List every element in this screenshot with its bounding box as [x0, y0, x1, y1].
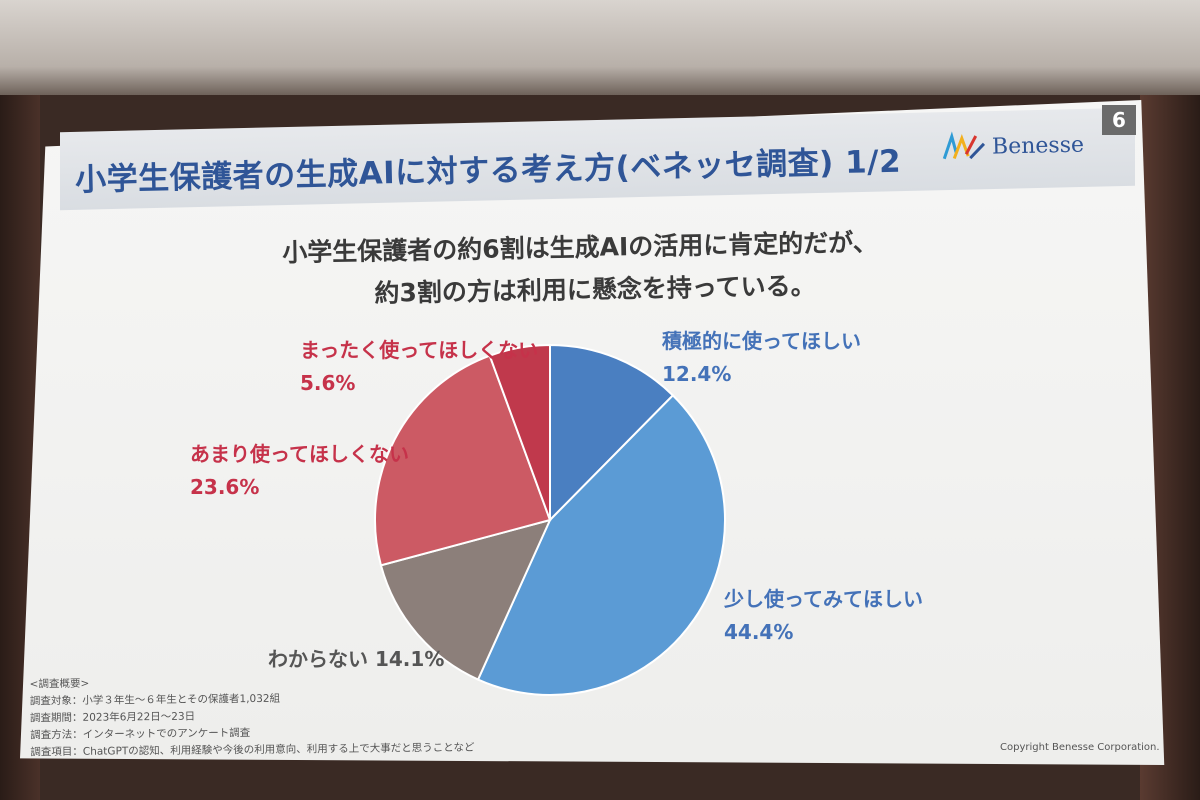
slice-label-3-value: 14.1% — [374, 647, 445, 671]
slice-label-3: わからない 14.1% — [268, 643, 444, 672]
pie-slice-2 — [476, 393, 726, 696]
slice-label-1: 積極的に使ってほしい 12.4% — [662, 325, 861, 386]
benesse-logo-icon — [942, 131, 986, 160]
benesse-logo: Benesse — [940, 126, 1101, 166]
slice-label-5: まったく使ってほしくない 5.6% — [300, 334, 538, 395]
slice-label-5-value: 5.6% — [300, 371, 356, 395]
pie-slice-3 — [379, 518, 552, 681]
copyright: Copyright Benesse Corporation. — [1000, 742, 1160, 753]
slice-label-3-text: わからない — [268, 647, 368, 671]
survey-overview: <調査概要> 調査対象：小学３年生～６年生とその保護者1,032組 調査期間：2… — [30, 672, 475, 762]
slice-label-4: あまり使ってほしくない 23.6% — [190, 438, 409, 499]
pie-slice-4 — [374, 354, 552, 567]
slice-label-1-text: 積極的に使ってほしい — [662, 329, 861, 353]
slice-label-5-text: まったく使ってほしくない — [300, 338, 539, 362]
slice-label-2: 少し使ってみてほしい 44.4% — [724, 583, 923, 644]
slice-label-1-value: 12.4% — [662, 362, 732, 386]
pie-slice-1 — [549, 343, 675, 523]
ceiling-background — [0, 0, 1200, 95]
slice-label-2-value: 44.4% — [724, 620, 794, 644]
page-number: 6 — [1102, 105, 1136, 135]
slice-label-4-text: あまり使ってほしくない — [190, 442, 409, 466]
pie-slice-5 — [488, 343, 551, 521]
slice-label-4-value: 23.6% — [190, 475, 260, 499]
slice-label-2-text: 少し使ってみてほしい — [724, 587, 923, 611]
